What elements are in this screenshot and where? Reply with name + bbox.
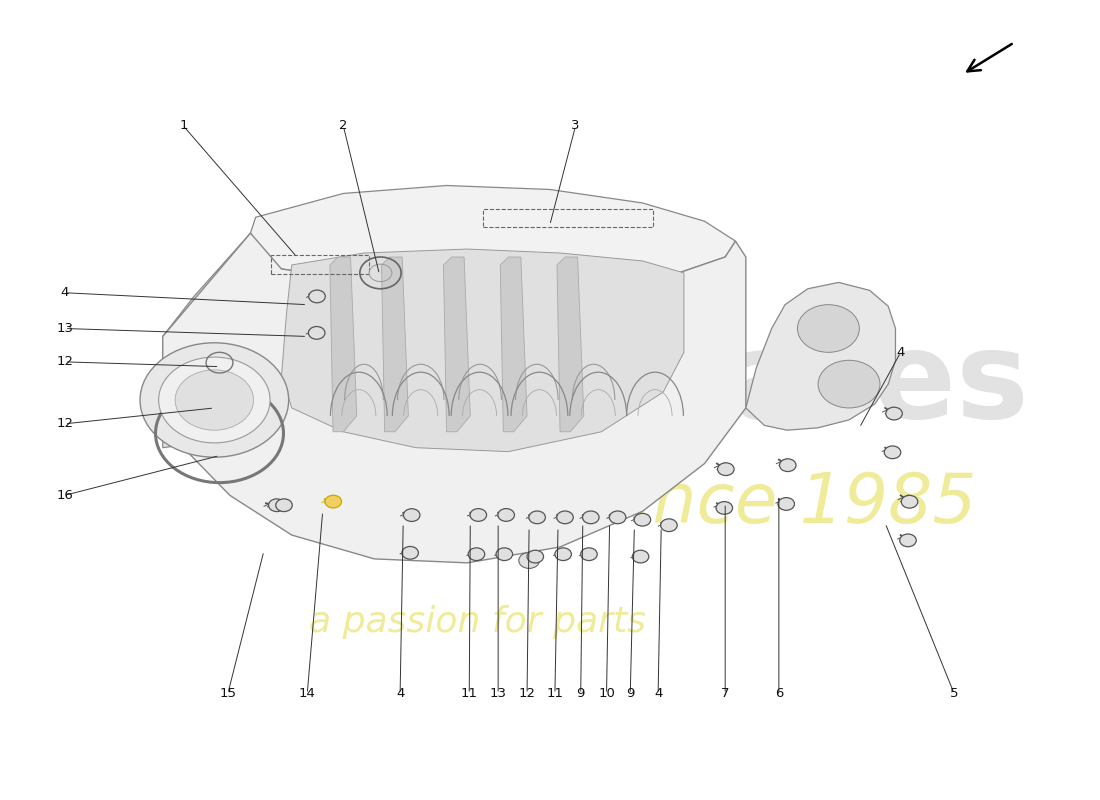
Circle shape	[901, 495, 917, 508]
Text: 4: 4	[653, 687, 662, 701]
Text: eurospares: eurospares	[256, 326, 1028, 442]
Circle shape	[268, 499, 285, 511]
Circle shape	[818, 360, 880, 408]
Polygon shape	[443, 257, 471, 432]
Polygon shape	[163, 233, 746, 563]
Circle shape	[635, 514, 651, 526]
Circle shape	[158, 357, 271, 443]
Text: 4: 4	[896, 346, 905, 359]
Circle shape	[886, 407, 902, 420]
Circle shape	[716, 502, 733, 514]
Text: 15: 15	[219, 687, 236, 701]
Circle shape	[470, 509, 486, 522]
Circle shape	[717, 463, 734, 475]
Text: a passion for parts: a passion for parts	[309, 606, 646, 639]
Polygon shape	[500, 257, 527, 432]
Circle shape	[496, 548, 513, 561]
Circle shape	[402, 546, 418, 559]
Circle shape	[527, 550, 543, 563]
Bar	[271, 254, 370, 274]
Text: 12: 12	[56, 355, 74, 368]
Polygon shape	[251, 186, 736, 281]
Text: 14: 14	[299, 687, 316, 701]
Circle shape	[140, 342, 288, 457]
Polygon shape	[557, 257, 584, 432]
Text: 5: 5	[950, 687, 958, 701]
Text: 13: 13	[56, 322, 74, 335]
Polygon shape	[282, 249, 684, 452]
Circle shape	[900, 534, 916, 546]
Text: 2: 2	[339, 119, 348, 133]
Text: 13: 13	[490, 687, 507, 701]
Text: 11: 11	[461, 687, 477, 701]
Text: 4: 4	[396, 687, 405, 701]
Text: 9: 9	[576, 687, 585, 701]
Text: 12: 12	[518, 687, 536, 701]
Circle shape	[404, 509, 420, 522]
Circle shape	[554, 548, 571, 561]
Circle shape	[557, 511, 573, 524]
Bar	[483, 210, 653, 227]
Circle shape	[498, 509, 515, 522]
Circle shape	[519, 553, 539, 569]
Circle shape	[309, 290, 326, 302]
Circle shape	[469, 548, 485, 561]
Circle shape	[175, 370, 254, 430]
Text: 3: 3	[571, 119, 580, 133]
Circle shape	[529, 511, 546, 524]
Text: 16: 16	[56, 489, 73, 502]
Circle shape	[324, 495, 341, 508]
Polygon shape	[746, 282, 895, 430]
Circle shape	[884, 446, 901, 458]
Circle shape	[661, 519, 678, 531]
Text: since 1985: since 1985	[597, 470, 977, 537]
Circle shape	[583, 511, 600, 524]
Polygon shape	[382, 257, 408, 432]
Text: 1: 1	[179, 119, 188, 133]
Circle shape	[308, 326, 324, 339]
Circle shape	[632, 550, 649, 563]
Text: 10: 10	[598, 687, 615, 701]
Circle shape	[609, 511, 626, 524]
Circle shape	[276, 499, 293, 511]
Circle shape	[778, 498, 794, 510]
Circle shape	[581, 548, 597, 561]
Text: 12: 12	[56, 418, 74, 430]
Polygon shape	[330, 257, 356, 432]
Text: 7: 7	[720, 687, 729, 701]
Text: 4: 4	[60, 286, 69, 299]
Polygon shape	[163, 233, 266, 448]
Text: 9: 9	[626, 687, 635, 701]
Circle shape	[780, 459, 796, 471]
Text: 11: 11	[547, 687, 563, 701]
Text: 6: 6	[774, 687, 783, 701]
Circle shape	[798, 305, 859, 352]
